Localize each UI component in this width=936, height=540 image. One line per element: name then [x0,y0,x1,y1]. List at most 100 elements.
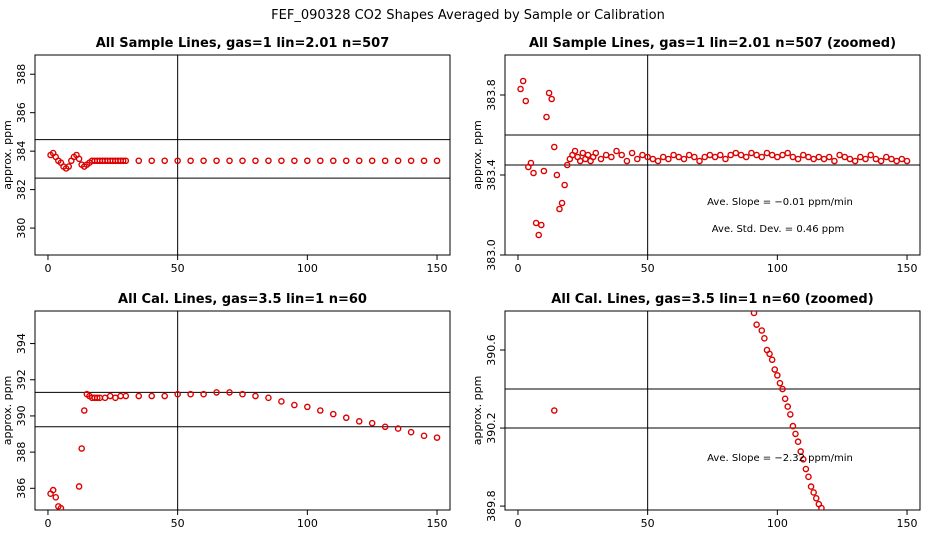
data-point [768,356,776,364]
x-tick-label: 100 [297,517,318,530]
data-point [433,434,441,441]
data-point [831,157,838,165]
data-point [252,392,259,400]
y-axis-label: approx. ppm [1,376,14,446]
data-point [841,153,849,161]
data-point [818,504,825,510]
data-point [161,392,168,400]
data-point [119,157,127,165]
data-point [556,205,563,213]
data-point [882,153,890,161]
plot-frame [34,310,451,511]
x-tick-label: 150 [897,262,918,275]
data-point [618,151,626,159]
data-point [355,157,363,165]
data-point [789,422,797,430]
y-tick-label: 384 [15,141,28,162]
stat-annotation: Ave. Slope = −2.32 ppm/min [707,453,853,464]
y-tick-label: 394 [15,333,28,354]
data-series [47,149,441,172]
data-point [407,157,415,165]
data-point [532,219,540,227]
data-point [420,157,428,165]
data-point [872,155,880,163]
data-point [722,155,729,163]
x-tick-label: 100 [297,262,318,275]
data-point [342,414,350,422]
data-point [802,465,810,473]
data-point [535,231,543,239]
data-point [779,385,786,393]
data-point [317,407,324,414]
data-point [748,149,755,157]
data-point [825,153,833,161]
data-series [550,311,825,510]
data-point [613,147,620,155]
y-tick-label: 388 [15,64,28,85]
data-point [898,155,906,163]
data-point [758,327,766,334]
data-point [794,155,802,163]
data-point [716,151,724,159]
data-point [112,394,119,402]
data-point [784,149,792,157]
data-point [774,153,781,161]
x-tick-label: 0 [44,262,51,275]
data-point [571,147,579,155]
x-tick-label: 150 [897,517,918,530]
data-point [576,157,584,165]
x-tick-label: 50 [171,262,185,275]
data-point [812,494,820,502]
data-point [239,157,246,165]
data-point [342,157,350,165]
y-tick-label: 380 [15,218,28,239]
y-tick-label: 383.4 [485,159,498,191]
y-tick-label: 389.8 [485,490,498,521]
data-point [174,157,181,165]
data-point [903,157,911,165]
data-point [57,504,65,510]
data-point [550,407,558,414]
data-point [135,157,143,165]
data-point [540,167,548,175]
data-point [639,151,646,159]
data-point [548,95,555,103]
data-point [355,418,363,425]
data-point [792,430,799,438]
data-point [893,157,900,165]
data-point [784,403,792,410]
data-point [122,157,130,165]
panel-4: All Cal. Lines, gas=3.5 lin=1 n=60 (zoom… [471,292,921,530]
y-tick-label: 390 [15,405,28,426]
data-point [768,151,776,159]
data-point [862,155,869,163]
data-point [750,311,758,317]
data-point [433,157,441,165]
y-axis-label: approx. ppm [1,120,14,190]
data-point [519,77,527,85]
panel-title: All Sample Lines, gas=1 lin=2.01 n=507 (… [529,36,896,51]
y-tick-label: 388 [15,442,28,463]
plot-frame [504,310,921,511]
data-point [711,153,719,161]
data-point [329,410,337,418]
data-point [75,155,83,163]
y-tick-label: 390.2 [485,412,498,444]
data-point [805,473,812,481]
data-point [278,398,285,405]
data-point [592,149,600,157]
data-series [517,77,911,239]
x-tick-label: 100 [767,517,788,530]
data-point [553,171,561,179]
data-point [799,455,807,463]
data-point [789,153,797,161]
data-point [763,149,771,157]
data-point [49,486,57,494]
data-point [584,151,592,159]
data-point [563,161,571,169]
panel-3: All Cal. Lines, gas=3.5 lin=1 n=60 0 50 100… [1,292,451,530]
data-point [623,157,631,165]
data-point [187,390,194,398]
x-tick-label: 50 [171,517,185,530]
